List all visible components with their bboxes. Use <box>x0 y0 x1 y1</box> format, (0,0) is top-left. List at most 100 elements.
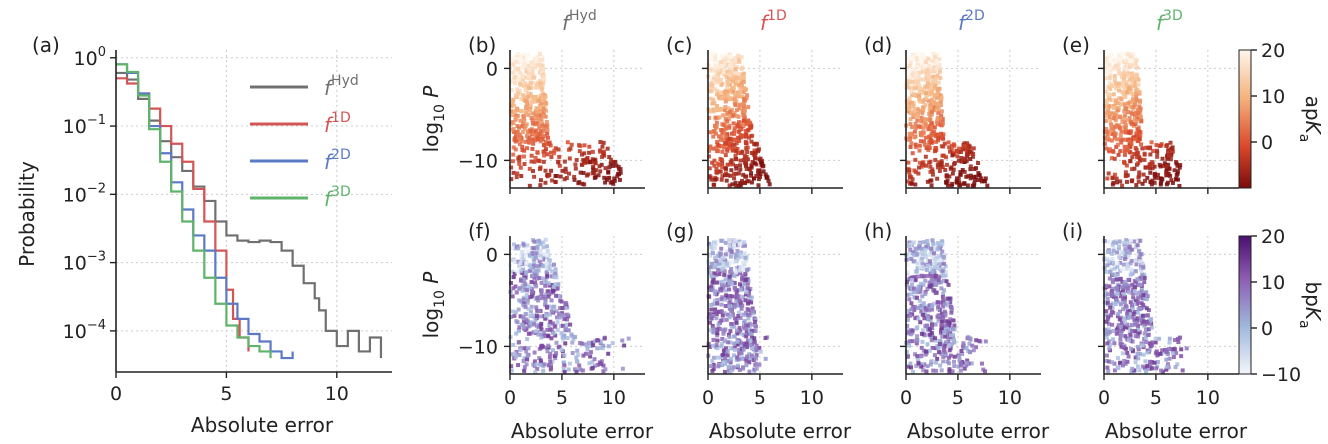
scatter-point <box>568 146 573 151</box>
scatter-point <box>905 168 910 173</box>
scatter-point <box>543 108 548 113</box>
scatter-point <box>937 62 942 67</box>
scatter-point <box>521 93 526 98</box>
scatter-point <box>520 75 525 80</box>
scatter-point <box>537 126 542 131</box>
scatter-point <box>928 82 933 87</box>
scatter-point <box>1105 263 1110 268</box>
scatter-point <box>1115 108 1120 113</box>
scatter-point <box>553 356 558 361</box>
scatter-point <box>561 360 566 365</box>
scatter-point <box>1112 66 1117 71</box>
scatter-point <box>707 109 712 114</box>
scatter-point <box>1149 366 1154 371</box>
scatter-point <box>957 354 962 359</box>
scatter-point <box>526 72 531 77</box>
scatter-point <box>917 298 922 303</box>
scatter-point <box>738 340 743 345</box>
scatter-point <box>964 346 969 351</box>
scatter-point <box>1177 183 1182 188</box>
scatter-point <box>1120 351 1125 356</box>
scatter-point <box>1177 165 1182 170</box>
scatter-point <box>917 160 922 165</box>
scatter-point <box>1172 337 1177 342</box>
scatter-point <box>750 159 755 164</box>
scatter-point <box>732 274 737 279</box>
scatter-point <box>1117 260 1122 265</box>
scatter-point <box>1129 267 1134 272</box>
scatter-point <box>936 346 941 351</box>
scatter-point <box>1136 295 1141 300</box>
scatter-point <box>522 279 527 284</box>
scatter-point <box>938 116 943 121</box>
scatter-point <box>516 246 521 251</box>
x-tick-label: 10 <box>602 387 626 409</box>
scatter-point <box>729 158 734 163</box>
scatter-point <box>510 79 515 84</box>
scatter-point <box>1136 323 1141 328</box>
scatter-point <box>538 256 543 261</box>
scatter-point <box>926 57 931 62</box>
scatter-point <box>591 167 596 172</box>
scatter-point <box>533 269 538 274</box>
scatter-point <box>757 345 762 350</box>
scatter-point <box>968 176 973 181</box>
scatter-point <box>1158 182 1163 187</box>
scatter-point <box>526 249 531 254</box>
scatter-point <box>950 337 955 342</box>
scatter-point <box>1166 346 1171 351</box>
scatter-point <box>744 341 749 346</box>
scatter-point <box>743 162 748 167</box>
scatter-point <box>711 107 716 112</box>
scatter-point <box>549 309 554 314</box>
scatter-point <box>919 345 924 350</box>
scatter-point <box>1134 183 1139 188</box>
scatter-point <box>1131 97 1136 102</box>
scatter-point <box>948 333 953 338</box>
scatter-point <box>716 163 721 168</box>
scatter-point <box>728 160 733 165</box>
scatter-point <box>713 107 718 112</box>
scatter-point <box>573 334 578 339</box>
scatter-point <box>926 98 931 103</box>
scatter-point <box>1125 263 1130 268</box>
scatter-point <box>534 82 539 87</box>
scatter-point <box>960 147 965 152</box>
scatter-point <box>1133 269 1138 274</box>
scatter-point <box>1128 54 1133 59</box>
scatter-point <box>1145 363 1150 368</box>
scatter-point <box>562 177 567 182</box>
scatter-point <box>739 306 744 311</box>
scatter-point <box>1105 296 1110 301</box>
scatter-point <box>1143 336 1148 341</box>
scatter-point <box>1129 323 1134 328</box>
scatter-point <box>558 174 563 179</box>
scatter-point <box>523 124 528 129</box>
scatter-point <box>1105 176 1110 181</box>
scatter-point <box>1117 88 1122 93</box>
scatter-point <box>606 351 611 356</box>
scatter-point <box>560 311 565 316</box>
scatter-point <box>1104 65 1109 70</box>
scatter-point <box>712 256 717 261</box>
scatter-point <box>942 350 947 355</box>
scatter-point <box>541 66 546 71</box>
scatter-point <box>522 126 527 131</box>
scatter-point <box>1123 170 1128 175</box>
scatter-point <box>1149 317 1154 322</box>
scatter-point <box>907 100 912 105</box>
scatter-point <box>534 284 539 289</box>
scatter-point <box>939 319 944 324</box>
scatter-point <box>722 339 727 344</box>
scatter-point <box>715 333 720 338</box>
scatter-point <box>598 140 603 145</box>
scatter-point <box>912 295 917 300</box>
scatter-point <box>738 265 743 270</box>
scatter-point <box>709 274 714 279</box>
scatter-point <box>923 103 928 108</box>
scatter-point <box>539 132 544 137</box>
scatter-point <box>531 141 536 146</box>
scatter-point <box>912 129 917 134</box>
scatter-point <box>1130 52 1135 57</box>
scatter-point <box>570 340 575 345</box>
